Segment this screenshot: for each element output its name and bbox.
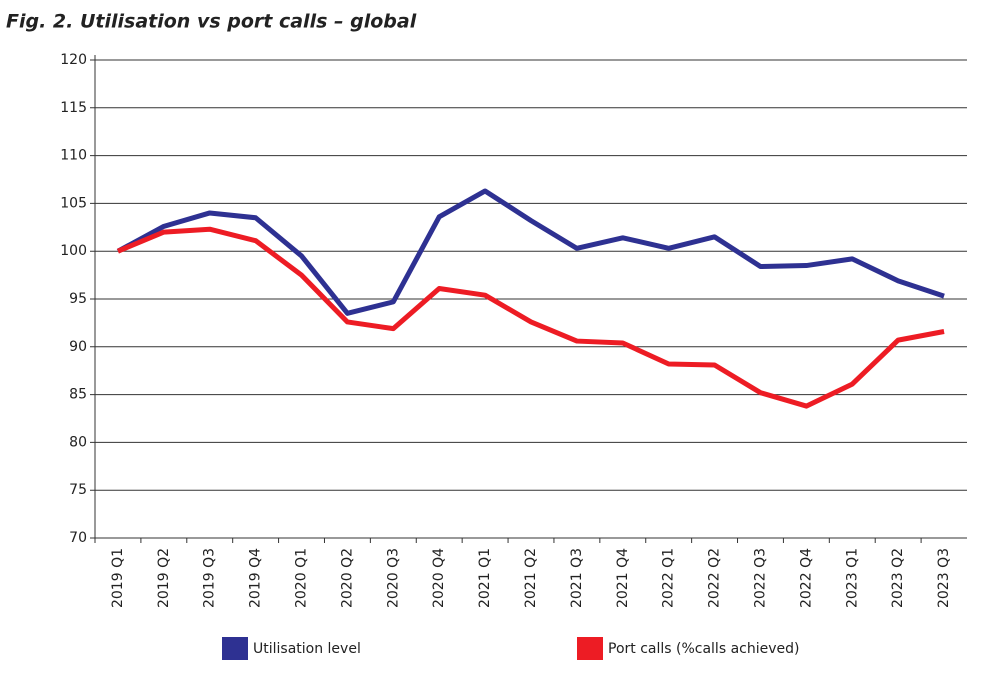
- x-tick-label: 2022 Q1: [661, 548, 677, 608]
- y-tick-label: 120: [60, 52, 87, 68]
- x-tick-label: 2023 Q3: [936, 548, 952, 608]
- x-tick-label: 2019 Q4: [248, 548, 264, 608]
- y-tick-label: 105: [60, 195, 87, 211]
- x-tick-label: 2023 Q2: [890, 548, 906, 608]
- y-tick-label: 95: [69, 291, 87, 307]
- legend-label: Port calls (%calls achieved): [608, 641, 799, 657]
- y-tick-label: 100: [60, 243, 87, 259]
- x-tick-label: 2023 Q1: [844, 548, 860, 608]
- x-tick-label: 2019 Q1: [110, 548, 126, 608]
- legend-swatch: [577, 637, 603, 660]
- x-tick-label: 2019 Q3: [202, 548, 218, 608]
- x-tick-label: 2021 Q1: [477, 548, 493, 608]
- legend-swatch: [222, 637, 248, 660]
- x-tick-label: 2022 Q4: [798, 548, 814, 608]
- y-tick-label: 110: [60, 148, 87, 164]
- x-tick-label: 2022 Q2: [707, 548, 723, 608]
- y-tick-label: 85: [69, 387, 87, 403]
- x-tick-label: 2020 Q2: [339, 548, 355, 608]
- y-tick-label: 115: [60, 100, 87, 116]
- x-tick-label: 2019 Q2: [156, 548, 172, 608]
- series-line: [116, 188, 945, 316]
- y-tick-label: 70: [69, 530, 87, 546]
- x-tick-label: 2021 Q2: [523, 548, 539, 608]
- x-tick-label: 2020 Q3: [385, 548, 401, 608]
- y-tick-label: 75: [69, 482, 87, 498]
- x-tick-label: 2021 Q4: [615, 548, 631, 608]
- series-line: [116, 226, 945, 409]
- x-tick-label: 2020 Q1: [294, 548, 310, 608]
- x-tick-label: 2020 Q4: [431, 548, 447, 608]
- y-tick-label: 90: [69, 339, 87, 355]
- legend-label: Utilisation level: [253, 641, 361, 657]
- x-tick-label: 2021 Q3: [569, 548, 585, 608]
- y-tick-label: 80: [69, 434, 87, 450]
- chart-title: Fig. 2. Utilisation vs port calls – glob…: [6, 11, 417, 33]
- x-tick-label: 2022 Q3: [752, 548, 768, 608]
